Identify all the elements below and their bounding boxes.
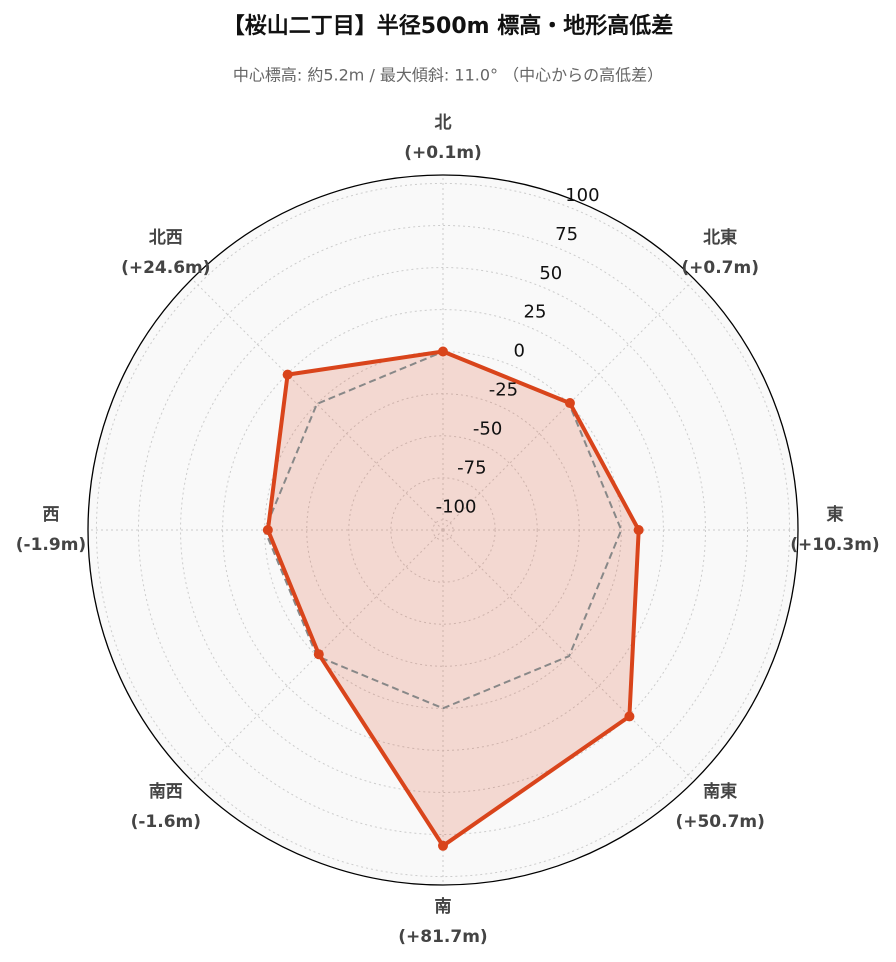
- value-label: (-1.9m): [16, 535, 86, 555]
- category-label: 南: [435, 896, 452, 917]
- r-tick-label: -100: [436, 497, 477, 518]
- value-label: (+10.3m): [790, 535, 879, 555]
- value-label: (+81.7m): [398, 927, 487, 947]
- category-label: 北西: [149, 228, 183, 248]
- value-label: (-1.6m): [131, 812, 201, 832]
- value-label: (+0.1m): [404, 143, 482, 163]
- grid-circle: [137, 224, 749, 836]
- category-label: 北東: [703, 227, 737, 248]
- spoke: [191, 278, 444, 531]
- data-point: [438, 840, 448, 851]
- data-point: [564, 398, 575, 409]
- chart-subtitle: 中心標高: 約5.2m / 最大傾斜: 11.0° （中心からの高低差）: [233, 66, 663, 85]
- series-area: [267, 351, 639, 846]
- r-tick-label: -50: [473, 419, 502, 440]
- data-point: [313, 649, 324, 660]
- value-label: (+24.6m): [121, 258, 210, 278]
- grid-circle: [390, 477, 496, 583]
- r-tick-label: 50: [539, 263, 562, 284]
- value-label: (+50.7m): [675, 812, 764, 832]
- spoke: [442, 529, 695, 782]
- category-label: 東: [827, 504, 844, 525]
- plot-border: [87, 174, 799, 886]
- r-tick-label: 100: [565, 185, 599, 206]
- r-tick-label: 25: [524, 302, 547, 323]
- data-point: [282, 369, 293, 380]
- reference-line: [263, 350, 623, 710]
- r-tick-label: -75: [457, 458, 486, 479]
- value-label: (+0.7m): [681, 258, 759, 278]
- category-label: 西: [43, 505, 60, 525]
- r-tick-label: 0: [513, 341, 524, 362]
- spoke: [191, 529, 444, 782]
- data-point: [633, 525, 644, 535]
- grid-circle: [180, 267, 706, 793]
- r-tick-label: 75: [555, 224, 578, 245]
- category-label: 北: [435, 113, 452, 133]
- r-tick-label: -25: [489, 380, 518, 401]
- category-label: 南東: [703, 781, 737, 802]
- data-point: [624, 711, 635, 722]
- data-point: [262, 525, 273, 535]
- spoke: [442, 278, 695, 531]
- category-label: 南西: [149, 781, 183, 802]
- data-point: [438, 346, 448, 357]
- chart-title: 【桜山二丁目】半径500m 標高・地形高低差: [223, 13, 674, 39]
- grid-circle: [348, 435, 538, 625]
